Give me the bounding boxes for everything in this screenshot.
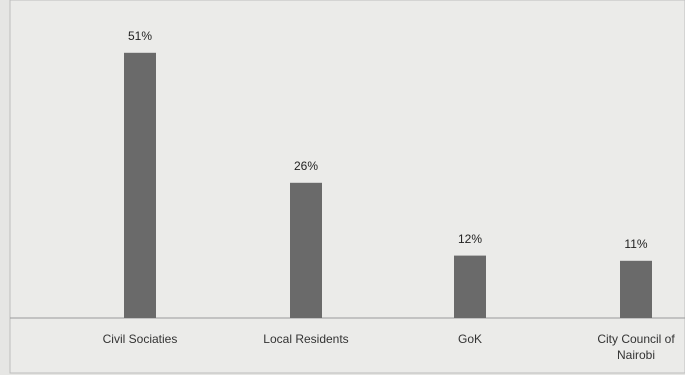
value-label: 26% [293, 158, 319, 173]
bar [620, 260, 652, 318]
value-label: 51% [127, 28, 153, 43]
x-tick-label: Civil Sociaties [102, 332, 178, 346]
x-tick-label: GoK [457, 332, 482, 346]
x-tick-label: Local Residents [263, 332, 349, 346]
value-label: 11% [624, 236, 648, 251]
bar [124, 52, 156, 319]
plot-frame [9, 0, 685, 374]
value-label: 12% [457, 231, 483, 246]
bar [454, 255, 486, 318]
bar [290, 182, 322, 318]
x-tick-label: City Council of Nairobi [597, 332, 675, 362]
